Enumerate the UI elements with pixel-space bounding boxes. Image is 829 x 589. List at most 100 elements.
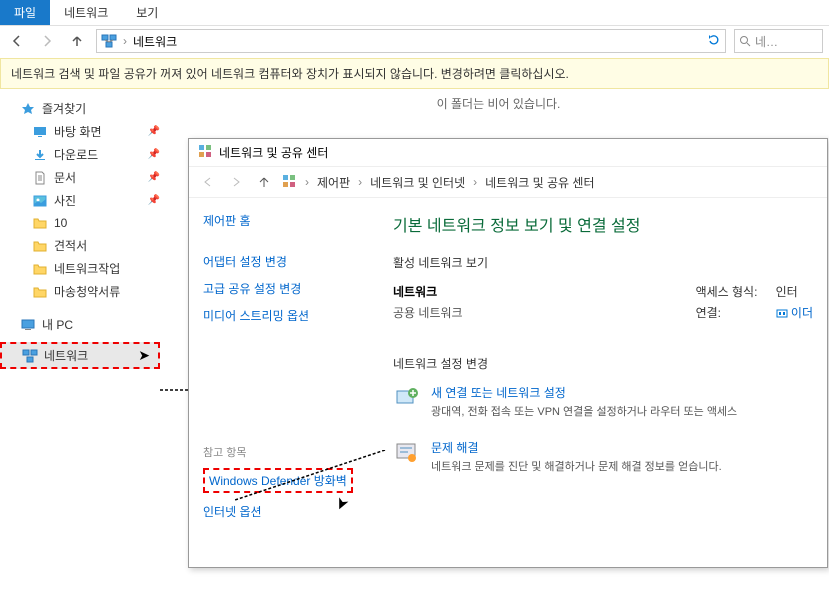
section-title: 네트워크 설정 변경 [393, 355, 813, 372]
main-heading: 기본 네트워크 정보 보기 및 연결 설정 [393, 212, 813, 236]
nav-bar: › 네트워크 네… [0, 26, 829, 56]
folder-icon [32, 215, 48, 231]
breadcrumb-sep: › [123, 34, 127, 48]
search-box[interactable]: 네… [734, 29, 823, 53]
tab-file[interactable]: 파일 [0, 0, 50, 25]
new-connection-option[interactable]: 새 연결 또는 네트워크 설정 광대역, 전화 접속 또는 VPN 연결을 설정… [393, 384, 813, 419]
sidebar-label: 즐겨찾기 [42, 100, 86, 117]
option-title: 새 연결 또는 네트워크 설정 [431, 384, 737, 401]
sidebar-item-label: 네트워크 [44, 347, 88, 364]
control-panel-window: 네트워크 및 공유 센터 › 제어판 › 네트워크 및 인터넷 › 네트워크 및… [188, 138, 828, 568]
picture-icon [32, 193, 48, 209]
folder-icon [32, 261, 48, 277]
address-location: 네트워크 [133, 33, 177, 50]
subwin-nav: › 제어판 › 네트워크 및 인터넷 › 네트워크 및 공유 센터 [189, 167, 827, 198]
cursor-icon: ➤ [138, 347, 150, 364]
troubleshoot-option[interactable]: 문제 해결 네트워크 문제를 진단 및 해결하거나 문제 해결 정보를 얻습니다… [393, 439, 813, 474]
back-button[interactable] [6, 30, 28, 52]
star-icon [20, 101, 36, 117]
defender-firewall-link[interactable]: Windows Defender 방화벽 [203, 468, 353, 493]
subwin-body: 제어판 홈 어댑터 설정 변경 고급 공유 설정 변경 미디어 스트리밍 옵션 … [189, 198, 827, 566]
network-icon [101, 34, 117, 48]
search-icon [739, 35, 751, 47]
ethernet-icon [776, 307, 788, 319]
tab-view[interactable]: 보기 [122, 0, 172, 25]
sidebar-item-folder[interactable]: 네트워크작업 [0, 257, 168, 280]
advanced-sharing-link[interactable]: 고급 공유 설정 변경 [203, 280, 365, 297]
troubleshoot-icon [393, 439, 421, 467]
sidebar-item-downloads[interactable]: 다운로드 📌 [0, 143, 168, 166]
adapter-settings-link[interactable]: 어댑터 설정 변경 [203, 253, 365, 270]
back-button[interactable] [197, 171, 219, 193]
empty-message: 이 폴더는 비어 있습니다. [168, 91, 829, 116]
sidebar-item-folder[interactable]: 견적서 [0, 234, 168, 257]
network-name: 네트워크 [393, 283, 696, 300]
sidebar-item-label: 내 PC [42, 316, 73, 333]
subwin-right-panel: 기본 네트워크 정보 보기 및 연결 설정 활성 네트워크 보기 네트워크 공용… [379, 198, 827, 566]
media-streaming-link[interactable]: 미디어 스트리밍 옵션 [203, 307, 365, 324]
sidebar-item-label: 사진 [54, 192, 76, 209]
desktop-icon [32, 124, 48, 140]
connection-label: 연결: [696, 304, 768, 321]
sidebar-item-folder[interactable]: 마송청약서류 [0, 280, 168, 303]
sidebar-item-label: 문서 [54, 169, 76, 186]
subwin-left-panel: 제어판 홈 어댑터 설정 변경 고급 공유 설정 변경 미디어 스트리밍 옵션 … [189, 198, 379, 566]
subwin-titlebar: 네트워크 및 공유 센터 [189, 139, 827, 167]
refresh-button[interactable] [707, 33, 721, 50]
sidebar-item-label: 다운로드 [54, 146, 98, 163]
folder-icon [32, 284, 48, 300]
network-icon [22, 348, 38, 364]
new-connection-icon [393, 384, 421, 412]
up-button[interactable] [66, 30, 88, 52]
breadcrumb-item[interactable]: 제어판 [317, 174, 350, 191]
sidebar-item-network[interactable]: 네트워크 ➤ [0, 342, 160, 369]
sidebar-item-folder[interactable]: 10 [0, 212, 168, 234]
pin-icon: 📌 [148, 126, 160, 137]
breadcrumb-sep: › [305, 175, 309, 189]
access-value: 인터 [776, 283, 798, 300]
sidebar-item-label: 10 [54, 216, 67, 230]
pin-icon: 📌 [148, 149, 160, 160]
breadcrumb-sep: › [473, 175, 477, 189]
search-placeholder: 네… [755, 33, 778, 50]
pc-icon [20, 317, 36, 333]
access-label: 액세스 형식: [696, 283, 768, 300]
sidebar-item-documents[interactable]: 문서 📌 [0, 166, 168, 189]
tab-bar: 파일 네트워크 보기 [0, 0, 829, 26]
control-panel-home-link[interactable]: 제어판 홈 [203, 212, 365, 229]
info-bar[interactable]: 네트워크 검색 및 파일 공유가 꺼져 있어 네트워크 컴퓨터와 장치가 표시되… [0, 58, 829, 89]
download-icon [32, 147, 48, 163]
address-bar[interactable]: › 네트워크 [96, 29, 726, 53]
sidebar-item-label: 마송청약서류 [54, 283, 120, 300]
forward-button[interactable] [225, 171, 247, 193]
document-icon [32, 170, 48, 186]
forward-button[interactable] [36, 30, 58, 52]
control-panel-icon [197, 143, 213, 162]
network-type: 공용 네트워크 [393, 304, 696, 321]
sidebar-item-label: 네트워크작업 [54, 260, 120, 277]
sidebar-item-pc[interactable]: 내 PC [0, 313, 168, 336]
network-info: 네트워크 공용 네트워크 액세스 형식: 인터 연결: 이더 [393, 283, 813, 325]
pin-icon: 📌 [148, 172, 160, 183]
tab-network[interactable]: 네트워크 [50, 0, 122, 25]
control-panel-icon [281, 173, 297, 192]
sidebar-item-label: 견적서 [54, 237, 87, 254]
sidebar: 즐겨찾기 바탕 화면 📌 다운로드 📌 문서 📌 사진 📌 10 견 [0, 91, 168, 589]
sidebar-item-label: 바탕 화면 [54, 123, 102, 140]
sidebar-item-pictures[interactable]: 사진 📌 [0, 189, 168, 212]
up-button[interactable] [253, 171, 275, 193]
folder-icon [32, 238, 48, 254]
sidebar-item-desktop[interactable]: 바탕 화면 📌 [0, 120, 168, 143]
connection-link[interactable]: 이더 [776, 304, 813, 321]
option-desc: 네트워크 문제를 진단 및 해결하거나 문제 해결 정보를 얻습니다. [431, 458, 722, 474]
breadcrumb-sep: › [358, 175, 362, 189]
pin-icon: 📌 [148, 195, 160, 206]
see-also-heading: 참고 항목 [203, 444, 365, 460]
breadcrumb-item[interactable]: 네트워크 및 공유 센터 [485, 174, 594, 191]
subwin-title-text: 네트워크 및 공유 센터 [219, 144, 328, 161]
option-title: 문제 해결 [431, 439, 722, 456]
section-title: 활성 네트워크 보기 [393, 254, 813, 271]
option-desc: 광대역, 전화 접속 또는 VPN 연결을 설정하거나 라우터 또는 액세스 [431, 403, 737, 419]
breadcrumb-item[interactable]: 네트워크 및 인터넷 [370, 174, 465, 191]
sidebar-quick-access[interactable]: 즐겨찾기 [0, 97, 168, 120]
